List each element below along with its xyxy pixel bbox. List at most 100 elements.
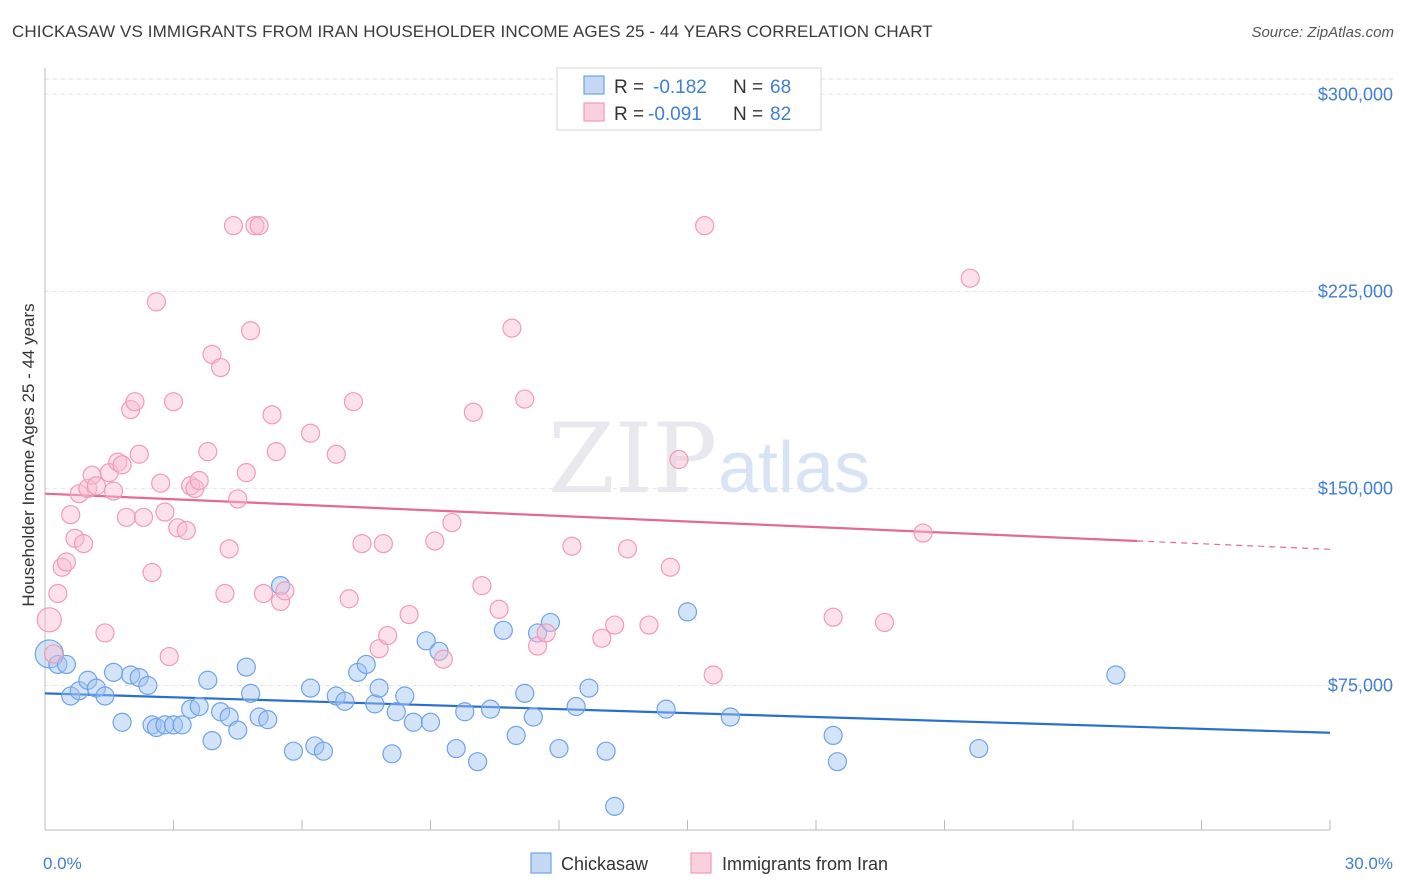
point-chickasaw	[95, 686, 115, 706]
point-chickasaw	[493, 620, 513, 640]
point-chickasaw	[189, 696, 209, 717]
point-iran	[56, 552, 77, 572]
point-iran	[112, 455, 132, 475]
point-iran	[695, 216, 715, 236]
point-iran	[133, 507, 154, 527]
point-iran	[228, 489, 248, 509]
legend-n-value-1: 68	[770, 77, 791, 98]
point-iran	[249, 216, 269, 236]
legend-swatch-chickasaw	[583, 75, 605, 95]
axes	[44, 68, 1331, 831]
point-chickasaw	[720, 707, 740, 727]
point-chickasaw	[827, 752, 848, 772]
point-iran	[669, 449, 689, 470]
point-chickasaw	[202, 731, 222, 751]
data-points	[34, 216, 1126, 816]
point-iran	[472, 576, 492, 596]
point-chickasaw	[386, 702, 406, 722]
point-chickasaw	[283, 741, 304, 761]
legend-n-label-2: N =	[733, 104, 763, 125]
legend-r-value-2: -0.091	[648, 104, 702, 125]
point-iran	[463, 402, 483, 422]
x-tick-label: 0.0%	[43, 854, 82, 873]
point-iran	[159, 646, 179, 667]
point-iran	[433, 649, 453, 669]
point-iran	[703, 665, 723, 685]
point-chickasaw	[420, 712, 441, 732]
point-iran	[198, 442, 218, 462]
trend-line-chickasaw	[44, 692, 1331, 734]
point-iran	[275, 581, 295, 601]
point-iran	[103, 481, 124, 501]
point-chickasaw	[605, 796, 625, 816]
point-iran	[343, 392, 363, 412]
point-iran	[960, 268, 980, 288]
point-iran	[266, 442, 286, 462]
point-chickasaw	[395, 686, 415, 706]
point-iran	[378, 625, 398, 646]
point-iran	[163, 392, 184, 412]
point-iran	[48, 583, 68, 604]
point-chickasaw	[103, 662, 124, 682]
point-iran	[36, 607, 62, 633]
trend-lines	[44, 492, 1331, 734]
point-iran	[245, 216, 265, 236]
watermark-zip: ZIP	[548, 403, 717, 515]
point-chickasaw	[241, 683, 261, 703]
point-iran	[874, 612, 895, 633]
point-iran	[125, 392, 145, 412]
point-iran	[605, 615, 625, 635]
bottom-legend-chickasaw: Chickasaw	[561, 854, 649, 874]
x-tick-label: 30.0%	[1345, 854, 1393, 873]
point-iran	[592, 628, 612, 648]
y-tick-label: $150,000	[1318, 478, 1393, 498]
point-chickasaw	[56, 654, 77, 675]
point-chickasaw	[382, 744, 402, 764]
point-iran	[176, 520, 196, 541]
point-chickasaw	[506, 725, 526, 746]
point-iran	[73, 533, 94, 554]
point-chickasaw	[172, 715, 192, 735]
bottom-legend-swatch-iran	[690, 852, 712, 874]
point-iran	[489, 599, 509, 619]
point-chickasaw	[455, 702, 475, 722]
y-tick-label: $225,000	[1318, 281, 1393, 301]
point-iran	[660, 557, 680, 577]
point-iran	[536, 623, 556, 643]
legend-n-label-1: N =	[733, 77, 763, 98]
legend-r-label-1: R =	[614, 77, 644, 98]
point-iran	[236, 463, 256, 483]
bottom-legend-swatch-chickasaw	[530, 852, 552, 874]
x-tick-labels: 0.0% 30.0%	[43, 854, 1393, 873]
y-axis-label: Householder Income Ages 25 - 44 years	[19, 303, 38, 606]
point-iran	[95, 623, 115, 643]
legend-n-value-2: 82	[770, 104, 791, 125]
point-chickasaw	[335, 691, 355, 711]
point-iran	[442, 512, 462, 533]
point-chickasaw	[300, 678, 321, 698]
point-iran	[151, 473, 171, 493]
trend-line-iran-extension	[1137, 540, 1331, 550]
point-iran	[399, 604, 419, 625]
point-iran	[129, 444, 149, 464]
point-iran	[823, 607, 843, 627]
y-tick-label: $300,000	[1318, 84, 1393, 104]
point-chickasaw	[480, 699, 501, 719]
point-chickasaw	[677, 602, 698, 622]
grid	[45, 78, 1393, 686]
point-iran	[43, 644, 64, 664]
legend-r-value-1: -0.182	[653, 77, 707, 98]
point-chickasaw	[369, 678, 389, 698]
point-iran	[155, 502, 175, 522]
point-chickasaw	[258, 710, 278, 730]
point-iran	[425, 531, 445, 551]
point-iran	[502, 318, 522, 338]
point-chickasaw	[515, 683, 535, 703]
point-iran	[142, 562, 162, 583]
point-iran	[300, 423, 321, 443]
point-iran	[146, 292, 166, 312]
point-iran	[270, 591, 291, 612]
point-iran	[262, 405, 282, 425]
point-chickasaw	[416, 631, 436, 651]
